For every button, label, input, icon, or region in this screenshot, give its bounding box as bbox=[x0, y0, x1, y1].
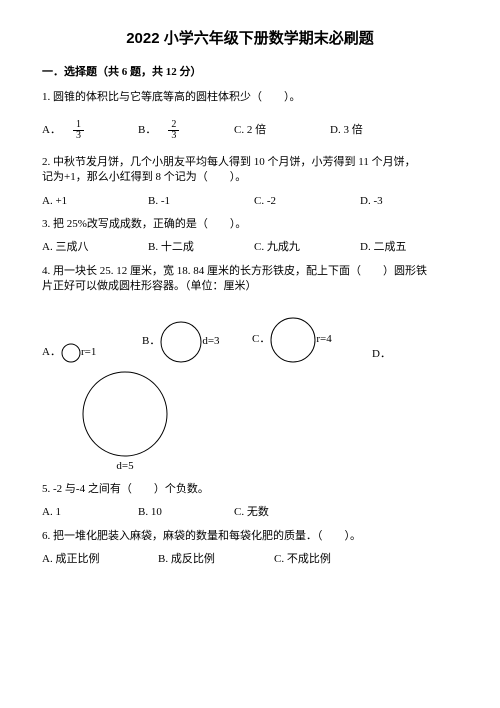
q2-line1: 2. 中秋节发月饼，几个小朋友平均每人得到 10 个月饼，小芳得到 11 个月饼… bbox=[42, 155, 458, 170]
circle-icon bbox=[61, 343, 81, 363]
q4-option-b: B． d=3 bbox=[142, 321, 252, 363]
question-5: 5. -2 与-4 之间有（ ）个负数。 bbox=[42, 482, 458, 497]
q2-line2: 记为+1，那么小红得到 8 个记为（ ）。 bbox=[42, 170, 458, 185]
fraction-icon: 1 3 bbox=[73, 120, 84, 141]
circle-icon bbox=[82, 371, 168, 457]
question-1: 1. 圆锥的体积比与它等底等高的圆柱体积少（ ）。 bbox=[42, 90, 458, 105]
circle-icon bbox=[270, 317, 316, 363]
q1-a-label: A． bbox=[42, 123, 61, 138]
question-3-options: A. 三成八 B. 十二成 C. 九成九 D. 二成五 bbox=[42, 240, 458, 255]
fraction-icon: 2 3 bbox=[168, 120, 179, 141]
question-6-options: A. 成正比例 B. 成反比例 C. 不成比例 bbox=[42, 552, 458, 567]
q4-big-val: d=5 bbox=[116, 459, 133, 474]
q4-big-circle: d=5 bbox=[82, 371, 168, 474]
q2-option-a: A. +1 bbox=[42, 194, 142, 209]
q4-line1: 4. 用一块长 25. 12 厘米，宽 18. 84 厘米的长方形铁皮，配上下面… bbox=[42, 264, 458, 279]
question-2: 2. 中秋节发月饼，几个小朋友平均每人得到 10 个月饼，小芳得到 11 个月饼… bbox=[42, 155, 458, 186]
q4-option-c: C． r=4 bbox=[252, 317, 372, 363]
q1-b-den: 3 bbox=[168, 131, 179, 141]
question-2-options: A. +1 B. -1 C. -2 D. -3 bbox=[42, 194, 458, 209]
q4-option-d: D． bbox=[372, 347, 391, 362]
question-4: 4. 用一块长 25. 12 厘米，宽 18. 84 厘米的长方形铁皮，配上下面… bbox=[42, 264, 458, 295]
q5-option-a: A. 1 bbox=[42, 505, 132, 520]
q1-option-b: B． 2 3 bbox=[138, 120, 228, 141]
q4-b-val: d=3 bbox=[202, 334, 219, 349]
q6-option-b: B. 成反比例 bbox=[158, 552, 268, 567]
q4-d-label: D． bbox=[372, 347, 391, 362]
page-title: 2022 小学六年级下册数学期末必刷题 bbox=[42, 28, 458, 49]
q4-c-label: C． bbox=[252, 332, 270, 347]
q4-c-val: r=4 bbox=[316, 332, 331, 347]
q3-option-a: A. 三成八 bbox=[42, 240, 142, 255]
q6-option-c: C. 不成比例 bbox=[274, 552, 331, 567]
q1-option-d: D. 3 倍 bbox=[330, 120, 363, 141]
section-header: 一．选择题（共 6 题，共 12 分） bbox=[42, 65, 458, 80]
question-4-options: A． r=1 B． d=3 C． r=4 D． bbox=[42, 317, 458, 363]
circle-icon bbox=[160, 321, 202, 363]
q1-a-den: 3 bbox=[73, 131, 84, 141]
question-1-options: A． 1 3 B． 2 3 C. 2 倍 D. 3 倍 bbox=[42, 120, 458, 141]
q4-b-label: B． bbox=[142, 334, 160, 349]
q2-option-c: C. -2 bbox=[254, 194, 354, 209]
q5-option-c: C. 无数 bbox=[234, 505, 269, 520]
q4-a-label: A． bbox=[42, 345, 61, 360]
q3-option-d: D. 二成五 bbox=[360, 240, 406, 255]
q2-option-b: B. -1 bbox=[148, 194, 248, 209]
question-5-options: A. 1 B. 10 C. 无数 bbox=[42, 505, 458, 520]
q4-option-a: A． r=1 bbox=[42, 343, 142, 363]
q3-option-c: C. 九成九 bbox=[254, 240, 354, 255]
q1-option-c: C. 2 倍 bbox=[234, 120, 324, 141]
q6-option-a: A. 成正比例 bbox=[42, 552, 152, 567]
question-3: 3. 把 25%改写成成数，正确的是（ ）。 bbox=[42, 217, 458, 232]
q2-option-d: D. -3 bbox=[360, 194, 383, 209]
q1-option-a: A． 1 3 bbox=[42, 120, 132, 141]
question-6: 6. 把一堆化肥装入麻袋，麻袋的数量和每袋化肥的质量．（ ）。 bbox=[42, 529, 458, 544]
q3-option-b: B. 十二成 bbox=[148, 240, 248, 255]
q4-a-val: r=1 bbox=[81, 345, 96, 360]
q5-option-b: B. 10 bbox=[138, 505, 228, 520]
q1-b-label: B． bbox=[138, 123, 156, 138]
q4-line2: 片正好可以做成圆柱形容器。（单位：厘米） bbox=[42, 279, 458, 294]
